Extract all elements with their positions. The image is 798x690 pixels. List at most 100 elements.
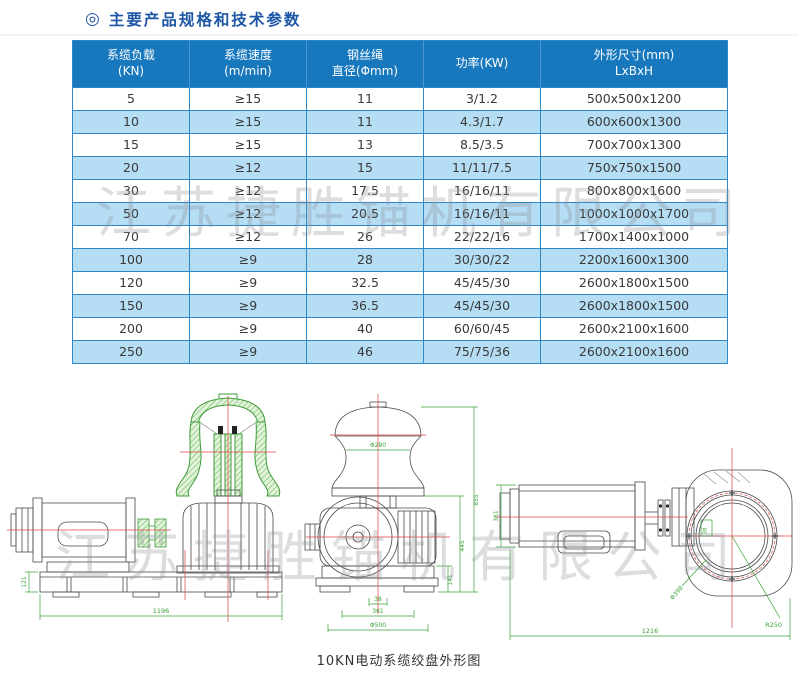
table-cell: 1000x1000x1700 [541,202,727,225]
table-cell: 70 [73,225,190,248]
table-row: 15 ≥15 13 8.5/3.5 700x700x1300 [73,133,727,156]
table-cell: 2600x1800x1500 [541,271,727,294]
table-cell: 10 [73,110,190,133]
table-cell: 200 [73,317,190,340]
dim-w-small: 38 [374,596,382,603]
table-cell: 11/11/7.5 [424,156,541,179]
table-row: 100 ≥9 28 30/30/22 2200x1600x1300 [73,248,727,271]
table-cell: 3/1.2 [424,87,541,110]
dim-offset: 38 [703,527,709,534]
col-header-dims: 外形尺寸(mm) LxBxH [541,41,727,87]
spec-table: 系缆负载 (KN) 系缆速度 (m/min) 钢丝绳 直径(Φmm) 功率(KW) 外… [72,40,728,364]
table-cell: ≥9 [190,248,307,271]
table-row: 50 ≥12 20.5 16/16/11 1000x1000x1700 [73,202,727,225]
table-cell: 45/45/30 [424,271,541,294]
table-cell: 22/22/16 [424,225,541,248]
table-cell: 36.5 [307,294,424,317]
table-cell: 2600x1800x1500 [541,294,727,317]
table-cell: 32.5 [307,271,424,294]
dim-w-base: Φ500 [370,622,386,629]
table-row: 70 ≥12 26 22/22/16 1700x1400x1000 [73,225,727,248]
table-cell: 8.5/3.5 [424,133,541,156]
table-cell: ≥12 [190,179,307,202]
table-row: 30 ≥12 17.5 16/16/11 800x800x1600 [73,179,727,202]
table-cell: ≥12 [190,225,307,248]
table-cell: 100 [73,248,190,271]
page-title-text: 主要产品规格和技术参数 [108,11,302,29]
table-cell: 2200x1600x1300 [541,248,727,271]
table-cell: 2600x2100x1600 [541,340,727,363]
table-cell: 15 [307,156,424,179]
table-cell: 11 [307,87,424,110]
dim-base-height: 121 [21,576,28,588]
dim-overall-length: 1216 [642,627,659,635]
table-cell: 120 [73,271,190,294]
capstan-front-view-drawing: Φ280 855 445 141 38 361 Φ500 [300,388,490,652]
table-cell: ≥15 [190,87,307,110]
dim-motor-width: 361 [493,510,500,522]
table-cell: 600x600x1300 [541,110,727,133]
table-cell: 700x700x1300 [541,133,727,156]
table-cell: ≥9 [190,271,307,294]
dim-overall-width: 1196 [153,607,170,615]
capstan-side-view-drawing: 1196 121 [5,390,300,646]
col-header-load: 系缆负载 (KN) [73,41,190,87]
table-row: 5 ≥15 11 3/1.2 500x500x1200 [73,87,727,110]
table-cell: 500x500x1200 [541,87,727,110]
bullseye-icon: ◎ [85,8,100,29]
table-cell: 5 [73,87,190,110]
col-header-power: 功率(KW) [424,41,541,87]
dim-drum-diameter: Φ280 [370,442,386,449]
table-row: 20 ≥12 15 11/11/7.5 750x750x1500 [73,156,727,179]
dim-bolt-circle: Φ398 [669,584,685,601]
table-cell: ≥15 [190,110,307,133]
table-cell: 40 [307,317,424,340]
dim-total-height: 855 [473,494,480,506]
col-header-speed: 系缆速度 (m/min) [190,41,307,87]
table-cell: ≥9 [190,340,307,363]
table-cell: 4.3/1.7 [424,110,541,133]
dim-radius: R250 [765,621,782,629]
table-row: 120 ≥9 32.5 45/45/30 2600x1800x1500 [73,271,727,294]
table-cell: 30/30/22 [424,248,541,271]
table-cell: ≥12 [190,156,307,179]
divider [0,34,798,36]
table-cell: 20.5 [307,202,424,225]
table-cell: 45/45/30 [424,294,541,317]
table-row: 200 ≥9 40 60/60/45 2600x2100x1600 [73,317,727,340]
table-row: 250 ≥9 46 75/75/36 2600x2100x1600 [73,340,727,363]
dim-w-mid: 361 [372,608,384,615]
table-row: 10 ≥15 11 4.3/1.7 600x600x1300 [73,110,727,133]
table-cell: 50 [73,202,190,225]
table-cell: 60/60/45 [424,317,541,340]
table-cell: 17.5 [307,179,424,202]
page-title: ◎ 主要产品规格和技术参数 [85,8,301,30]
table-cell: 800x800x1600 [541,179,727,202]
table-cell: ≥15 [190,133,307,156]
table-cell: 75/75/36 [424,340,541,363]
table-cell: 16/16/11 [424,202,541,225]
table-cell: 16/16/11 [424,179,541,202]
dim-mid-height: 445 [459,540,466,552]
table-cell: 30 [73,179,190,202]
table-cell: ≥12 [190,202,307,225]
table-cell: 26 [307,225,424,248]
table-cell: 13 [307,133,424,156]
table-cell: 2600x2100x1600 [541,317,727,340]
col-header-rope: 钢丝绳 直径(Φmm) [307,41,424,87]
table-cell: 250 [73,340,190,363]
table-cell: 46 [307,340,424,363]
dim-base-height: 141 [447,574,454,586]
table-cell: 20 [73,156,190,179]
table-cell: 15 [73,133,190,156]
table-row: 150 ≥9 36.5 45/45/30 2600x1800x1500 [73,294,727,317]
table-cell: 1700x1400x1000 [541,225,727,248]
table-cell: ≥9 [190,294,307,317]
table-cell: 11 [307,110,424,133]
table-header-row: 系缆负载 (KN) 系缆速度 (m/min) 钢丝绳 直径(Φmm) 功率(KW) 外… [73,41,727,87]
drawing-caption: 10KN电动系缆绞盘外形图 [316,654,482,669]
table-cell: ≥9 [190,317,307,340]
table-cell: 750x750x1500 [541,156,727,179]
table-cell: 150 [73,294,190,317]
table-cell: 28 [307,248,424,271]
